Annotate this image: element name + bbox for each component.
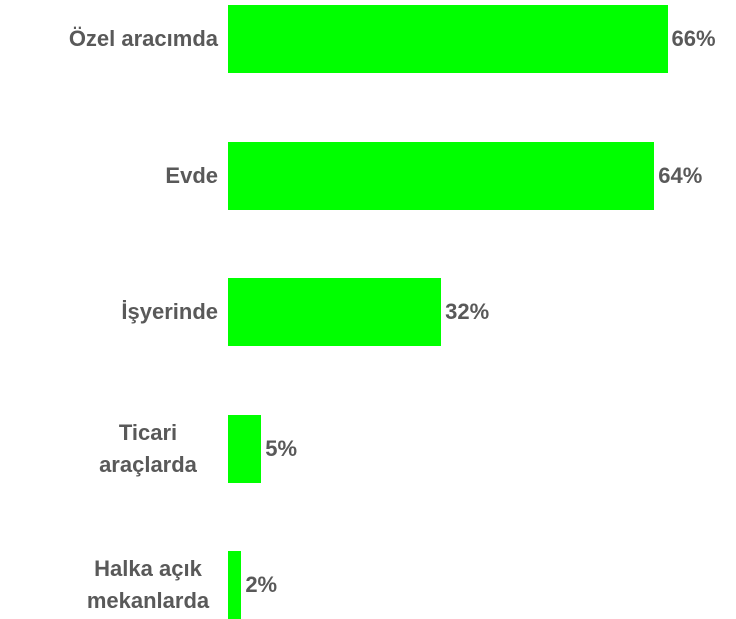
value-label: 5% bbox=[265, 435, 298, 461]
category-label-box: Özel aracımda bbox=[69, 5, 218, 73]
category-label: Ticari araçlarda bbox=[99, 419, 197, 477]
bar bbox=[228, 5, 668, 73]
category-label: Evde bbox=[165, 162, 218, 188]
value-label: 2% bbox=[245, 572, 278, 597]
category-label-box: İşyerinde bbox=[121, 278, 218, 346]
bar bbox=[228, 551, 242, 619]
category-label-box: Ticari araçlarda bbox=[78, 415, 218, 483]
category-label: Özel aracımda bbox=[68, 26, 218, 51]
category-label-box: Halka açık mekanlarda bbox=[78, 551, 218, 619]
bar bbox=[228, 141, 655, 210]
bar bbox=[228, 414, 262, 483]
value-label: 64% bbox=[658, 162, 703, 188]
category-label: Halka açık mekanlarda bbox=[86, 556, 210, 613]
category-label: İşyerinde bbox=[121, 299, 218, 324]
bar bbox=[228, 278, 442, 346]
value-label: 66% bbox=[671, 26, 716, 51]
category-label-box: Evde bbox=[165, 142, 218, 210]
value-label: 32% bbox=[445, 299, 490, 324]
